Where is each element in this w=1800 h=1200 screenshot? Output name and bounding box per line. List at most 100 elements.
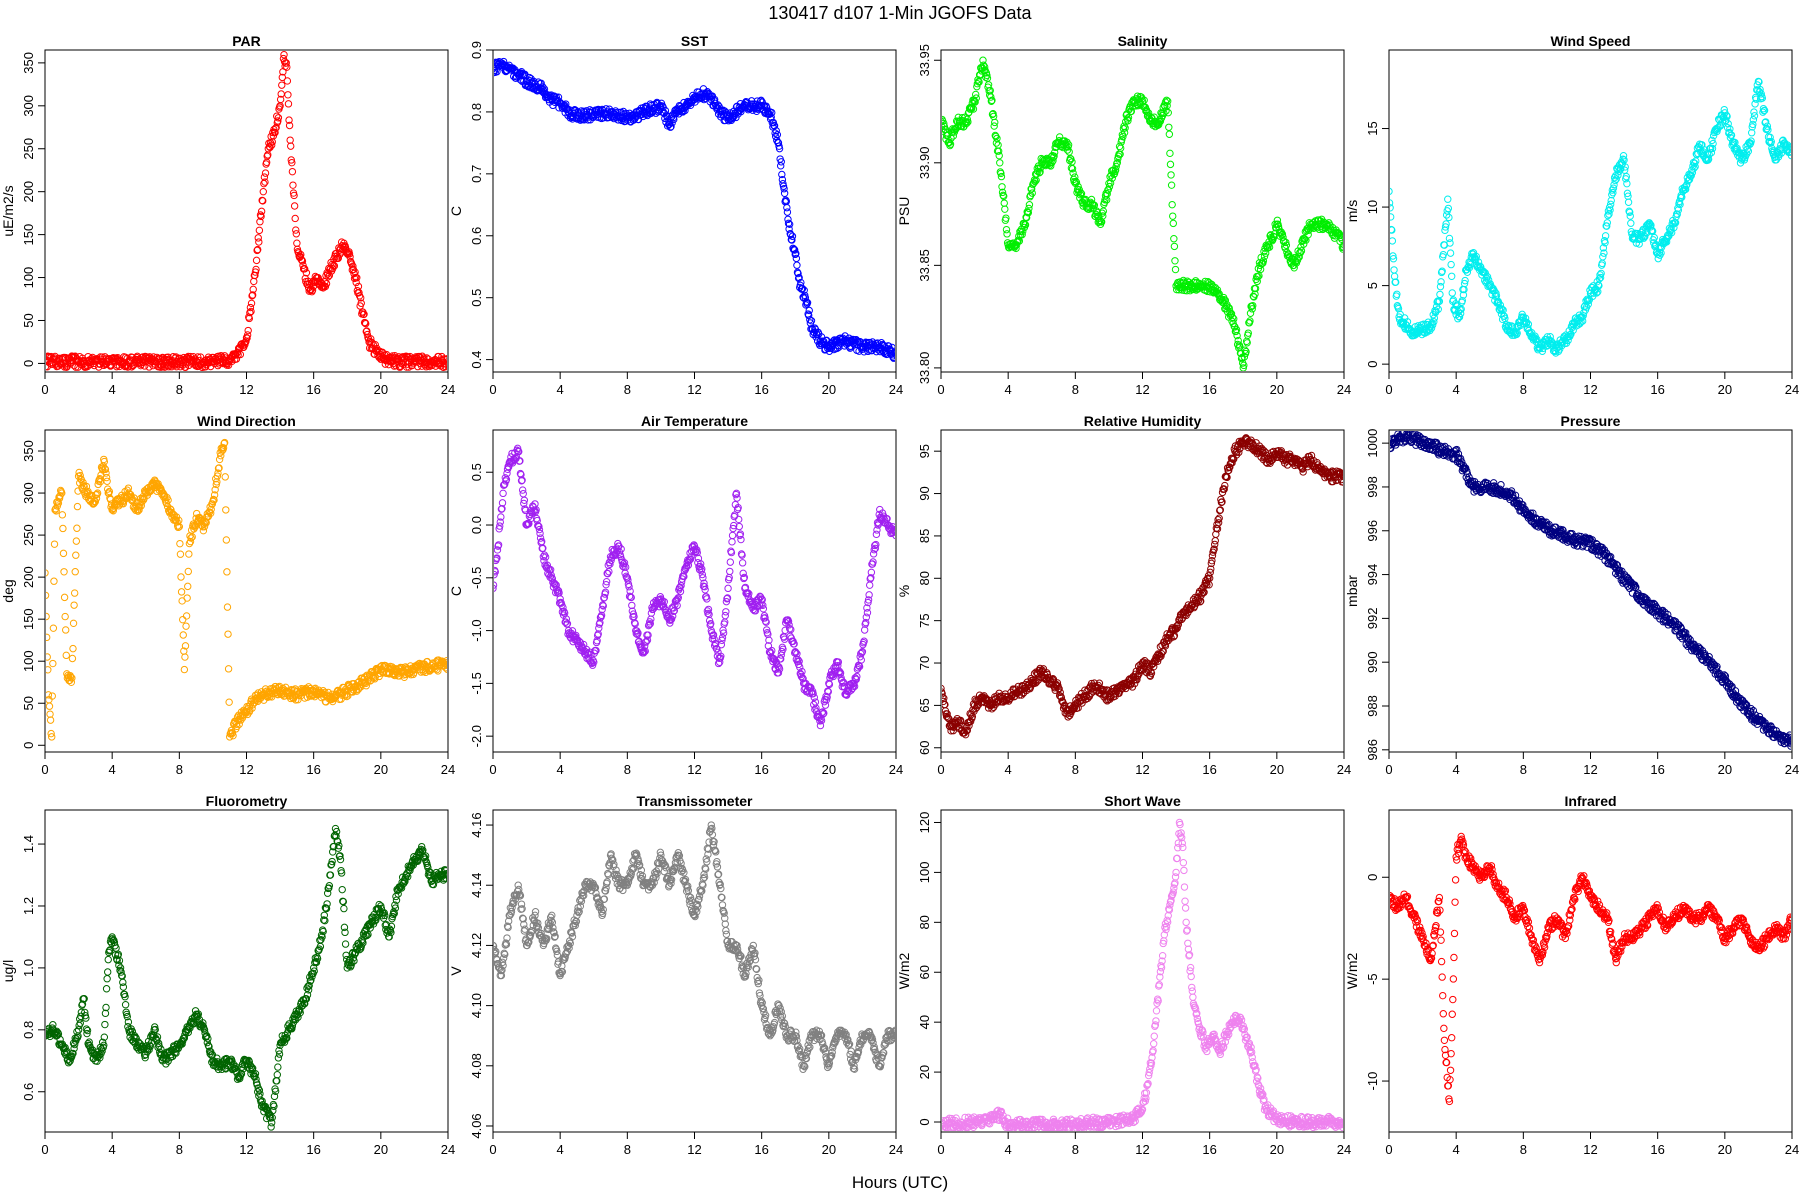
- x-tick-label: 20: [374, 762, 388, 777]
- data-point: [1690, 164, 1698, 172]
- data-point: [536, 529, 544, 538]
- data-point: [1624, 198, 1633, 206]
- data-point: [1786, 148, 1791, 156]
- data-point: [1592, 289, 1601, 297]
- y-tick-label: 33.90: [917, 147, 932, 180]
- data-point: [780, 189, 789, 197]
- data-point: [872, 540, 880, 549]
- x-tick-label: 16: [1202, 382, 1216, 397]
- data-point: [834, 658, 843, 666]
- data-point: [1459, 291, 1468, 299]
- series-sst: [494, 57, 895, 362]
- data-point: [1430, 318, 1438, 326]
- data-point: [322, 279, 331, 288]
- data-point: [1339, 245, 1343, 253]
- data-point: [61, 612, 69, 621]
- data-point: [719, 629, 728, 637]
- data-point: [982, 73, 990, 81]
- data-point: [1788, 148, 1791, 156]
- data-point: [794, 269, 802, 278]
- data-point: [792, 249, 800, 258]
- data-point: [1224, 303, 1232, 311]
- data-point: [1606, 206, 1614, 214]
- data-point: [287, 142, 295, 150]
- data-point: [229, 731, 237, 740]
- data-point: [48, 733, 56, 741]
- data-point: [210, 491, 219, 499]
- data-point: [219, 444, 228, 452]
- data-point: [735, 515, 743, 524]
- data-point: [1300, 240, 1308, 248]
- data-point: [1028, 189, 1036, 197]
- data-point: [552, 93, 560, 101]
- data-point: [1749, 115, 1758, 124]
- data-point: [1000, 199, 1008, 207]
- data-point: [820, 709, 828, 717]
- data-point: [728, 531, 737, 540]
- data-point: [835, 667, 844, 676]
- data-point: [733, 494, 741, 502]
- data-point: [62, 626, 70, 634]
- data-point: [261, 169, 270, 177]
- data-point: [792, 648, 800, 657]
- data-point: [1002, 225, 1011, 234]
- data-point: [236, 350, 245, 359]
- data-point: [298, 257, 307, 265]
- data-point: [829, 672, 838, 681]
- data-point: [642, 638, 650, 646]
- data-point: [1667, 228, 1676, 237]
- data-point: [858, 648, 867, 656]
- data-point: [562, 618, 570, 626]
- data-point: [1428, 321, 1437, 329]
- data-point: [498, 505, 506, 513]
- data-point: [890, 527, 895, 535]
- data-point: [676, 587, 685, 596]
- data-point: [876, 347, 885, 356]
- data-point: [1163, 102, 1171, 110]
- data-point: [1723, 112, 1731, 121]
- data-point: [793, 261, 801, 269]
- data-point: [1244, 329, 1252, 337]
- data-point: [969, 105, 978, 113]
- data-point: [247, 307, 255, 316]
- data-point: [1021, 221, 1030, 229]
- data-point: [602, 580, 610, 589]
- panel-title: Salinity: [1118, 33, 1168, 49]
- data-point: [194, 353, 202, 361]
- x-tick-label: 0: [41, 762, 48, 777]
- data-point: [763, 626, 771, 634]
- data-point: [992, 139, 1001, 147]
- data-point: [259, 187, 267, 196]
- data-point: [494, 68, 501, 76]
- data-point: [290, 202, 299, 210]
- data-point: [100, 457, 109, 466]
- data-point: [1165, 123, 1173, 131]
- x-tick-label: 12: [687, 762, 701, 777]
- data-point: [212, 480, 220, 489]
- data-point: [248, 291, 257, 299]
- data-point: [891, 350, 895, 359]
- data-point: [1015, 232, 1023, 240]
- data-point: [743, 589, 752, 597]
- data-point: [709, 631, 718, 639]
- data-point: [330, 262, 339, 270]
- data-point: [740, 573, 749, 582]
- data-point: [867, 568, 876, 577]
- data-point: [997, 169, 1005, 178]
- data-point: [1165, 130, 1174, 138]
- data-point: [871, 544, 879, 553]
- data-point: [1749, 120, 1757, 129]
- x-tick-label: 16: [306, 762, 320, 777]
- data-point: [1403, 318, 1412, 326]
- x-tick-label: 24: [441, 382, 455, 397]
- data-point: [1390, 266, 1398, 274]
- y-tick-label: 50: [21, 696, 36, 710]
- data-point: [185, 539, 194, 548]
- y-axis-label: C: [448, 586, 464, 596]
- y-tick-label: 300: [21, 95, 36, 117]
- data-point: [1787, 143, 1791, 152]
- data-point: [822, 696, 831, 704]
- x-tick-label: 8: [176, 762, 183, 777]
- data-point: [534, 522, 543, 530]
- data-point: [46, 710, 54, 718]
